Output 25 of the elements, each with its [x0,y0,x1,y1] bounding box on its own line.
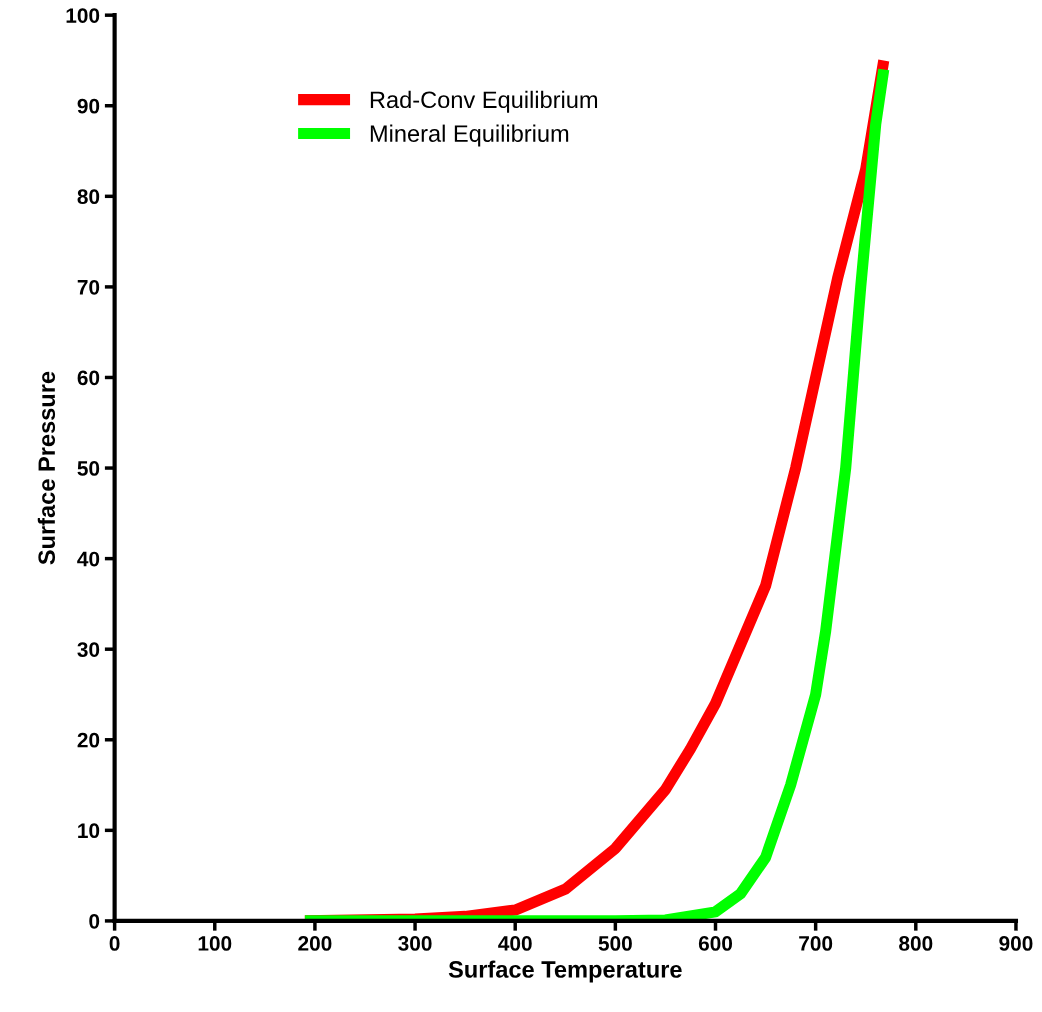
x-tick-label: 400 [498,936,532,951]
y-tick-label: 40 [77,551,100,567]
x-tick-label: 100 [198,936,232,951]
y-tick-label: 10 [78,823,100,839]
y-tick-label: 100 [66,8,100,23]
y-tick-label: 60 [77,370,100,386]
x-tick-label: 600 [698,936,733,951]
y-tick-label: 90 [77,98,100,114]
y-tick-label: 50 [77,461,100,476]
legend-label: Mineral Equilibrium [370,124,569,147]
x-tick-label: 300 [398,936,432,951]
x-tick-label: 0 [109,936,120,951]
x-tick-label: 700 [799,936,833,951]
x-tick-label: 200 [298,936,332,951]
y-tick-label: 70 [77,279,100,295]
y-tick-label: 0 [89,913,100,929]
y-tick-label: 80 [77,189,100,205]
x-tick-label: 900 [999,936,1033,951]
x-tick-label: 500 [598,936,632,951]
x-axis-title: Surface Temperature [448,960,682,983]
x-tick-label: 800 [899,936,933,951]
y-axis-title: Surface Pressure [37,371,56,565]
y-tick-label: 20 [77,732,100,748]
legend-label: Rad-Conv Equilibrium [370,90,598,113]
y-tick-label: 30 [77,642,100,657]
